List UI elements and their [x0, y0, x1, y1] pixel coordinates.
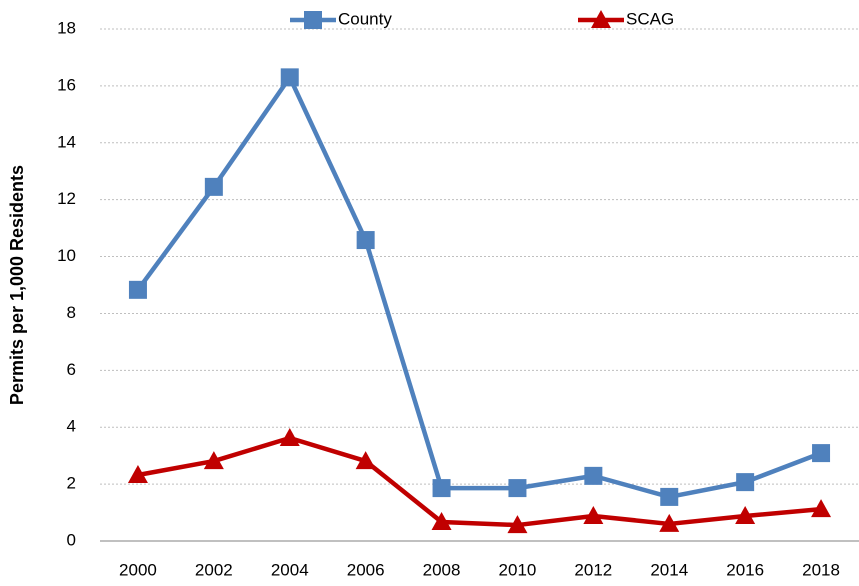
- x-tick-label: 2016: [726, 560, 764, 579]
- y-axis-label: Permits per 1,000 Residents: [7, 165, 27, 405]
- data-point: [128, 280, 147, 299]
- y-tick-label: 10: [57, 246, 76, 265]
- data-point: [204, 177, 223, 196]
- data-point: [508, 479, 527, 498]
- x-tick-label: 2010: [499, 560, 537, 579]
- data-point: [432, 479, 451, 498]
- data-point: [584, 466, 603, 485]
- data-point: [127, 465, 148, 484]
- data-point: [812, 444, 831, 463]
- y-tick-label: 18: [57, 18, 76, 37]
- y-tick-label: 8: [67, 303, 76, 322]
- x-tick-label: 2018: [802, 560, 840, 579]
- y-tick-label: 4: [67, 417, 76, 436]
- x-tick-label: 2004: [271, 560, 309, 579]
- y-tick-label: 16: [57, 75, 76, 94]
- y-tick-label: 2: [67, 474, 76, 493]
- x-tick-label: 2008: [423, 560, 461, 579]
- data-point: [356, 231, 375, 250]
- series-line: [136, 75, 822, 500]
- x-tick-label: 2012: [574, 560, 612, 579]
- data-point: [355, 451, 376, 470]
- y-tick-label: 6: [67, 360, 76, 379]
- data-point: [660, 487, 679, 506]
- legend-label: County: [338, 9, 392, 28]
- data-point: [279, 428, 300, 447]
- data-point: [203, 451, 224, 470]
- legend-label: SCAG: [626, 9, 674, 28]
- x-tick-label: 2000: [119, 560, 157, 579]
- x-tick-label: 2006: [347, 560, 385, 579]
- data-point: [507, 515, 528, 534]
- y-tick-label: 0: [67, 530, 76, 549]
- x-tick-label: 2002: [195, 560, 233, 579]
- legend-marker: [591, 10, 611, 28]
- legend-marker: [304, 11, 322, 29]
- x-tick-label: 2014: [650, 560, 688, 579]
- series-line: [137, 435, 822, 528]
- data-point: [735, 505, 756, 524]
- data-point: [431, 511, 452, 530]
- data-point: [736, 473, 755, 492]
- y-tick-label: 12: [57, 189, 76, 208]
- data-point: [583, 505, 604, 524]
- data-point: [659, 513, 680, 532]
- y-tick-label: 14: [57, 132, 76, 151]
- data-point: [280, 68, 299, 87]
- data-point: [811, 499, 832, 518]
